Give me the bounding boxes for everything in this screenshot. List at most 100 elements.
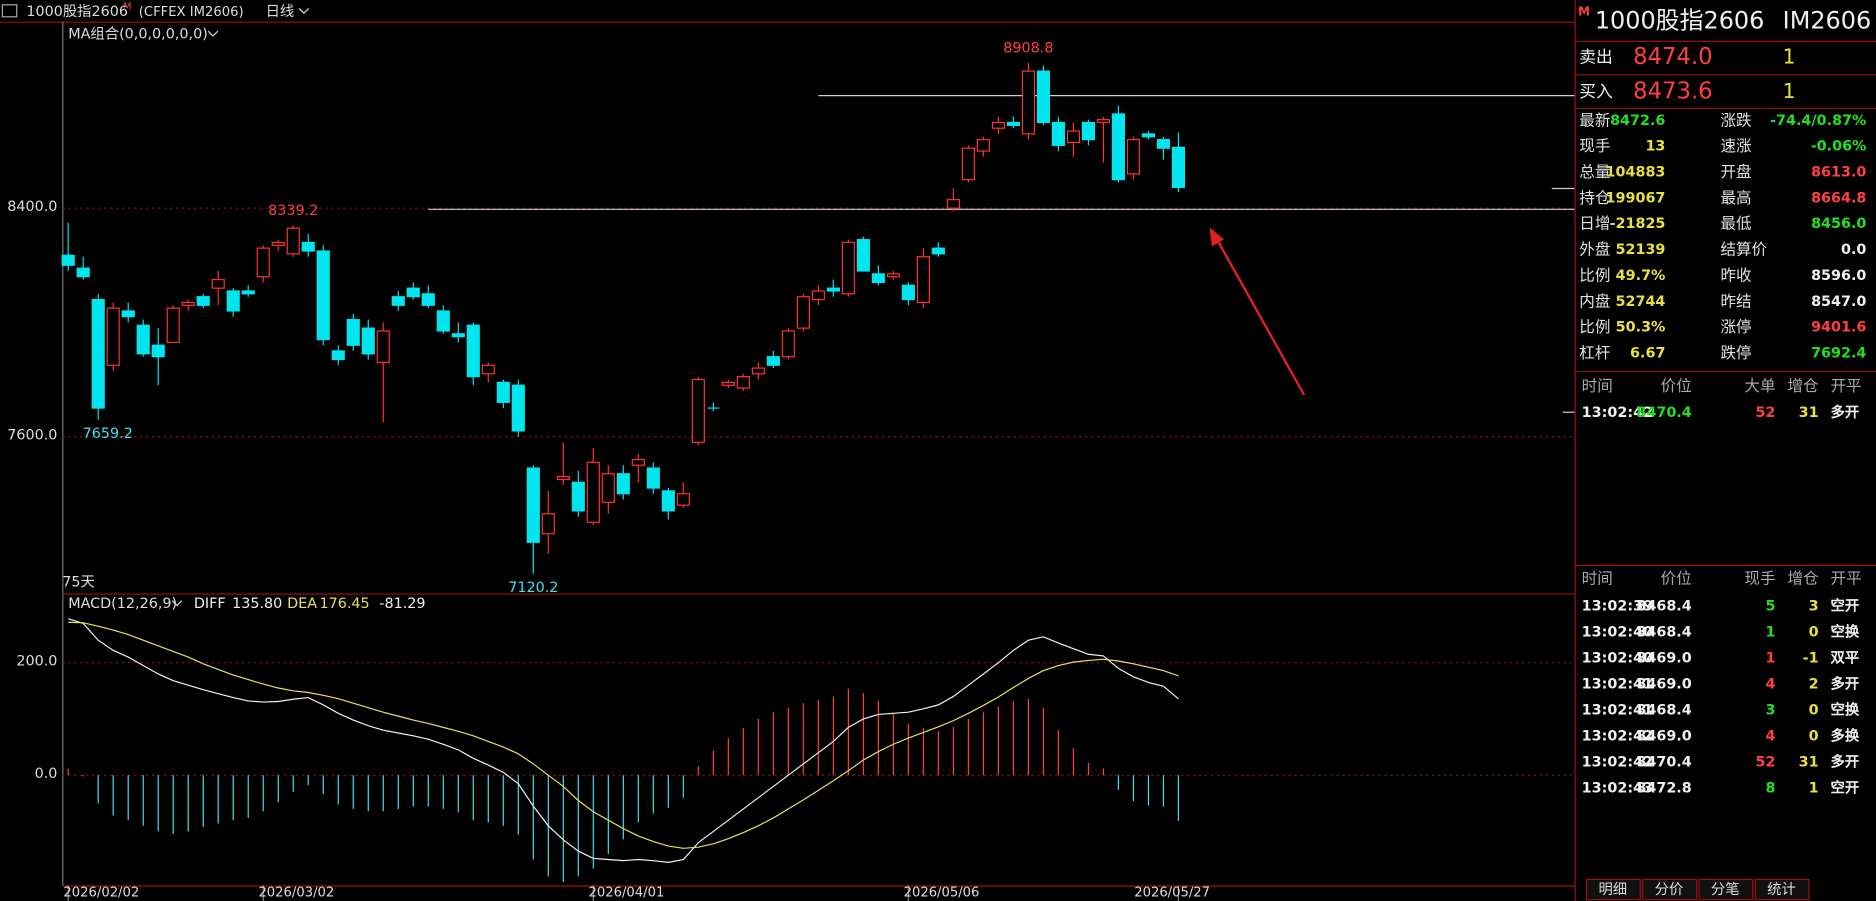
candle-body	[556, 476, 570, 481]
flag: M	[123, 2, 131, 13]
candle-body	[676, 493, 690, 506]
book-price: 8473.6	[1633, 79, 1713, 105]
candle-body	[106, 307, 120, 366]
macd-title[interactable]: MACD(12,26,9)	[68, 596, 177, 612]
stat-label: 日增	[1579, 215, 1610, 233]
macd-line	[68, 618, 1179, 863]
tab[interactable]	[1585, 878, 1641, 901]
candle-body	[796, 296, 810, 329]
candle-body	[136, 324, 150, 355]
candle-body	[166, 307, 180, 343]
stat-label: 跌停	[1720, 344, 1751, 362]
stat-label: 总量	[1579, 163, 1610, 181]
period[interactable]: 日线	[266, 3, 295, 20]
table-cell: 3	[1809, 599, 1819, 615]
candle-body	[916, 256, 930, 304]
exchange[interactable]: (CFFEX IM2606)	[139, 5, 244, 20]
stat-value: 8596.0	[1811, 268, 1866, 284]
table-cell: 3	[1766, 702, 1776, 718]
table-cell: 多开	[1831, 752, 1860, 770]
x-tick-label: 2026/05/06	[904, 886, 980, 901]
book-size: 1	[1783, 79, 1796, 103]
stat-label: 开盘	[1720, 162, 1751, 181]
table-cell: 31	[1799, 754, 1819, 770]
stat-value: 13	[1645, 139, 1665, 155]
book-price: 8474.0	[1633, 44, 1713, 70]
candle-body	[541, 513, 555, 535]
table-cell: 5	[1766, 599, 1776, 615]
annotation-arrowhead	[1209, 227, 1224, 247]
y-tick-label: 7600.0	[7, 427, 57, 443]
menu-icon[interactable]	[1, 4, 18, 18]
candle-body	[691, 378, 705, 443]
candle-body	[616, 473, 630, 495]
candle-body	[256, 247, 270, 278]
candle-body	[1141, 133, 1156, 138]
candle-body	[946, 199, 960, 209]
ma-label[interactable]: MA组合(0,0,0,0,0,0)	[68, 26, 208, 43]
table-header: 价位	[1661, 570, 1692, 588]
candle-body	[646, 467, 660, 489]
table-header: 时间	[1582, 377, 1613, 395]
candle-body	[271, 241, 285, 246]
candle-body	[436, 310, 450, 332]
table-cell: 13:02:39	[1582, 599, 1653, 615]
table-header: 开平	[1831, 570, 1862, 588]
diff-value: 135.80	[232, 596, 282, 612]
table-cell: 4	[1766, 677, 1776, 693]
tab[interactable]	[1698, 878, 1754, 901]
table-cell: 13:02:42	[1582, 754, 1653, 770]
candle-body	[121, 310, 135, 318]
candle-body	[421, 293, 435, 306]
table-cell: -1	[1803, 651, 1819, 667]
table-header: 增仓	[1787, 570, 1819, 588]
table-cell: 1	[1766, 625, 1776, 641]
candle-body	[241, 290, 255, 295]
table-cell: 8472.8	[1636, 780, 1691, 796]
dea-value: 176.45	[319, 596, 369, 612]
candle-body	[181, 301, 195, 306]
candle-body	[991, 121, 1005, 129]
tab-label[interactable]: 统计	[1767, 881, 1796, 898]
table-cell: 31	[1799, 405, 1819, 421]
candle-body	[1081, 121, 1095, 141]
candle-body	[826, 287, 840, 292]
stat-value: 7692.4	[1811, 345, 1866, 361]
table-cell: 多开	[1831, 403, 1860, 421]
stat-label: 涨跌	[1720, 111, 1752, 129]
stat-label: 昨结	[1720, 292, 1751, 310]
x-tick-label: 2026/04/01	[589, 886, 665, 901]
tab[interactable]	[1642, 878, 1698, 901]
candle-body	[1096, 119, 1110, 124]
flag: M	[1578, 5, 1590, 19]
candle-body	[901, 284, 915, 301]
candle-body	[511, 384, 525, 432]
tab[interactable]	[1754, 878, 1810, 901]
table-cell: 8468.4	[1636, 625, 1691, 641]
candle-body	[1171, 146, 1186, 189]
dropdown-icon[interactable]	[298, 7, 310, 15]
y-tick-label: 8400.0	[7, 199, 57, 215]
candle-body	[391, 296, 405, 306]
tab-label[interactable]: 明细	[1598, 881, 1627, 898]
candle-body	[721, 381, 735, 386]
candle-body	[1051, 121, 1065, 146]
candle-body	[1006, 121, 1020, 126]
table-cell: 13:02:41	[1582, 702, 1653, 718]
dropdown-icon[interactable]	[171, 600, 183, 607]
stat-value: 8547.0	[1811, 294, 1866, 310]
table-cell: 0	[1809, 728, 1819, 744]
extreme-label: 7120.2	[508, 580, 558, 596]
dropdown-icon[interactable]	[207, 30, 219, 37]
table-cell: 13:02:40	[1582, 625, 1653, 641]
table-header: 现手	[1744, 570, 1775, 588]
tab-label[interactable]: 分笔	[1711, 881, 1740, 898]
candle-body	[1021, 70, 1035, 135]
candle-body	[736, 376, 750, 389]
tab-label[interactable]: 分价	[1655, 881, 1684, 898]
table-cell: 空换	[1831, 623, 1860, 641]
stat-value: -74.4/0.87%	[1770, 113, 1866, 129]
table-cell: 空换	[1831, 700, 1860, 718]
candle-body	[871, 273, 885, 284]
